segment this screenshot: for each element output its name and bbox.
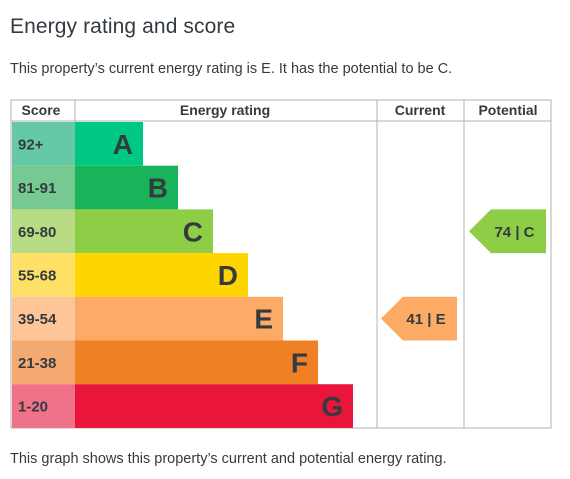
score-range-b: 81-91 — [18, 180, 56, 197]
header-energy-rating: Energy rating — [180, 102, 270, 118]
band-bar-e — [75, 296, 283, 341]
score-cell-d — [12, 253, 75, 297]
score-cell-f — [12, 340, 75, 385]
score-cell-g — [12, 384, 75, 428]
potential-rating-arrow — [469, 209, 546, 254]
current-rating-arrow — [381, 296, 457, 341]
band-letter-e: E — [254, 304, 273, 335]
band-bar-c — [75, 209, 213, 254]
band-letter-a: A — [113, 129, 133, 160]
score-range-e: 39-54 — [18, 311, 57, 328]
score-range-a: 92+ — [18, 136, 44, 153]
header-row — [10, 99, 552, 122]
score-range-g: 1-20 — [18, 399, 48, 416]
score-cell-e — [12, 296, 75, 341]
score-range-d: 55-68 — [18, 267, 56, 284]
band-bar-d — [75, 253, 248, 297]
band-letter-f: F — [291, 347, 308, 378]
graph-description: This graph shows this property’s current… — [10, 451, 447, 467]
score-cell-a — [12, 122, 75, 166]
graph-frame — [10, 120, 552, 429]
band-bar-a — [75, 122, 143, 166]
page-title: Energy rating and score — [10, 15, 236, 38]
potential-rating-label: 74 | C — [494, 224, 534, 241]
rating-bands: 92+ A 81-91 B 69-80 C 55-68 D 39-54 E 21-38 F 1-20 G — [12, 122, 353, 428]
rating-summary: This property’s current energy rating is… — [10, 61, 453, 77]
score-cell-c — [12, 209, 75, 254]
band-bar-g — [75, 384, 353, 428]
band-letter-c: C — [183, 216, 203, 247]
band-letter-d: D — [218, 260, 238, 291]
score-cell-b — [12, 165, 75, 210]
band-bar-f — [75, 340, 318, 385]
current-rating-label: 41 | E — [406, 311, 445, 328]
score-range-c: 69-80 — [18, 224, 56, 241]
band-bar-b — [75, 165, 178, 210]
band-letter-g: G — [321, 391, 343, 422]
header-potential: Potential — [478, 102, 537, 118]
header-score: Score — [22, 102, 61, 118]
energy-rating-graph: Score Energy rating Current Potential 92… — [10, 99, 552, 429]
header-current: Current — [395, 102, 446, 118]
score-range-f: 21-38 — [18, 355, 56, 372]
rating-indicators: 41 | E 74 | C — [381, 209, 546, 341]
band-letter-b: B — [148, 173, 168, 204]
